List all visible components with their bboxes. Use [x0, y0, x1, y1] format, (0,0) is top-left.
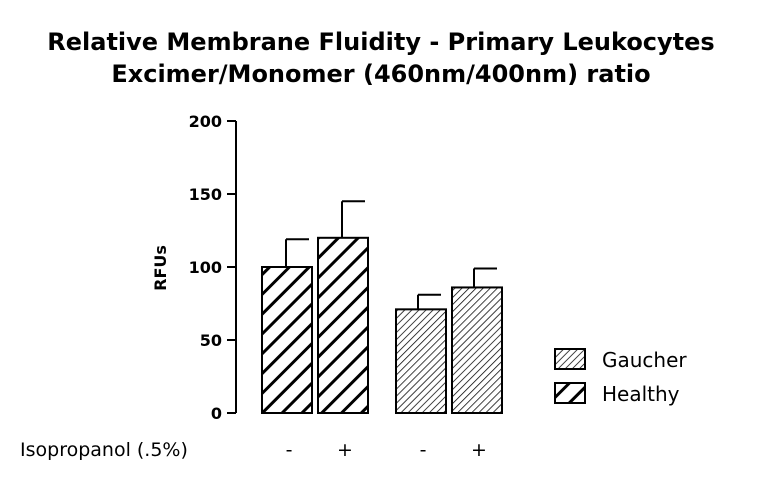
- bar-healthy-plus: [317, 236, 369, 414]
- bar-gaucher-plus: [451, 286, 503, 414]
- x-category-label-0: -: [286, 439, 293, 461]
- bar-healthy-minus: [261, 266, 313, 414]
- y-tick-label-1: 50: [200, 331, 222, 350]
- x-axis-label: Isopropanol (.5%): [20, 439, 188, 461]
- y-tick-label-2: 100: [189, 258, 222, 277]
- x-category-label-3: +: [471, 439, 487, 461]
- chart-subtitle: Excimer/Monomer (460nm/400nm) ratio: [111, 60, 650, 88]
- x-category-label-2: -: [420, 439, 427, 461]
- legend-swatch-healthy: [554, 382, 586, 404]
- y-tick-label-3: 150: [189, 185, 222, 204]
- x-category-label-1: +: [337, 439, 353, 461]
- y-tick-label-0: 0: [211, 404, 222, 423]
- bar-gaucher-minus: [395, 308, 447, 414]
- y-axis-label: RFUs: [151, 245, 170, 291]
- y-tick-label-4: 200: [189, 112, 222, 131]
- legend-label-healthy: Healthy: [602, 382, 680, 406]
- chart-title: Relative Membrane Fluidity - Primary Leu…: [47, 28, 714, 56]
- legend-label-gaucher: Gaucher: [602, 348, 687, 372]
- legend-swatch-gaucher: [554, 348, 586, 370]
